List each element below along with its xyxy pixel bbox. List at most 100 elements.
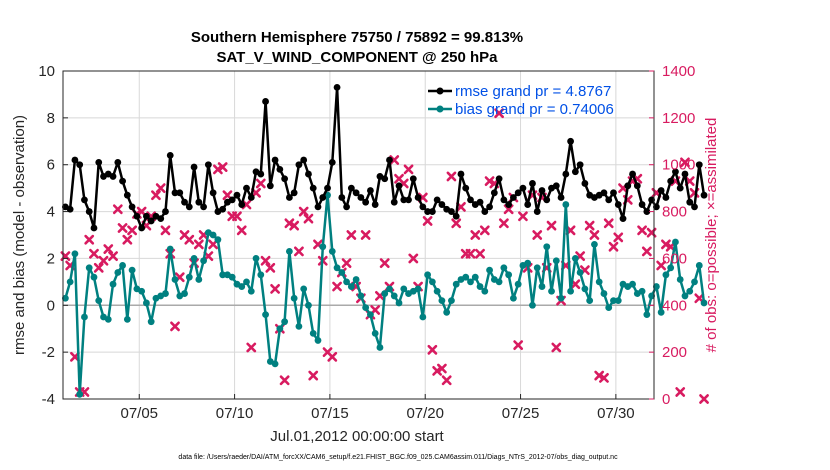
x-tick-label: 07/25 bbox=[502, 405, 540, 422]
bias-point bbox=[643, 311, 651, 319]
bias-point bbox=[600, 290, 608, 297]
bias-point bbox=[109, 280, 117, 288]
bias-point bbox=[638, 287, 646, 295]
bias-point bbox=[438, 297, 446, 304]
bias-point bbox=[90, 273, 98, 281]
bias-point bbox=[119, 262, 126, 269]
rmse-point bbox=[76, 161, 84, 169]
bias-point bbox=[300, 285, 308, 293]
y-left-tick-label: 10 bbox=[38, 63, 55, 80]
obs-point bbox=[260, 255, 271, 266]
x-axis-label: Jul.01,2012 00:00:00 start bbox=[270, 428, 444, 445]
bias-point bbox=[443, 308, 451, 316]
bias-point bbox=[76, 390, 84, 398]
obs-point bbox=[160, 225, 171, 236]
rmse-point bbox=[486, 203, 493, 211]
bias-point bbox=[691, 278, 698, 286]
rmse-point bbox=[143, 212, 150, 220]
y-right-tick-label: 200 bbox=[662, 344, 687, 361]
bias-point bbox=[252, 255, 260, 262]
bias-point bbox=[166, 245, 174, 253]
rmse-point bbox=[362, 198, 370, 206]
obs-point bbox=[360, 230, 371, 240]
obs-point bbox=[279, 375, 290, 386]
obs-point bbox=[298, 206, 309, 217]
obs-point bbox=[446, 171, 457, 182]
rmse-point bbox=[381, 175, 389, 183]
rmse-point bbox=[400, 196, 408, 204]
rmse-point bbox=[195, 198, 203, 206]
y-left-tick-label: -4 bbox=[42, 391, 55, 408]
bias-point bbox=[376, 344, 384, 351]
bias-point bbox=[676, 276, 684, 283]
bias-point bbox=[595, 278, 603, 286]
rmse-point bbox=[500, 196, 508, 204]
bias-point bbox=[381, 290, 389, 297]
obs-point bbox=[637, 225, 647, 236]
bias-point bbox=[123, 315, 131, 323]
rmse-point bbox=[324, 184, 331, 192]
bias-point bbox=[238, 283, 246, 290]
x-tick-label: 07/15 bbox=[311, 405, 349, 422]
obs-point bbox=[437, 363, 447, 374]
obs-point bbox=[699, 394, 709, 404]
obs-point bbox=[599, 373, 609, 383]
bias-point bbox=[648, 292, 656, 300]
y-left-tick-label: 2 bbox=[47, 250, 55, 267]
bias-point bbox=[138, 287, 146, 295]
rmse-point bbox=[119, 177, 126, 185]
rmse-point bbox=[409, 175, 417, 183]
obs-point bbox=[284, 218, 295, 229]
bias-point bbox=[562, 201, 570, 208]
rmse-point bbox=[529, 180, 536, 187]
obs-point bbox=[475, 248, 485, 259]
rmse-point bbox=[162, 208, 169, 215]
obs-point bbox=[127, 225, 138, 236]
rmse-point bbox=[428, 208, 436, 215]
bias-point bbox=[276, 325, 284, 333]
rmse-point bbox=[243, 184, 250, 192]
bias-point bbox=[552, 257, 560, 265]
obs-point bbox=[584, 220, 595, 231]
y-left-tick-label: -2 bbox=[42, 344, 55, 361]
rmse-point bbox=[448, 208, 455, 215]
rmse-point bbox=[176, 189, 184, 197]
bias-point bbox=[467, 278, 474, 286]
bias-point bbox=[371, 330, 379, 337]
bias-point bbox=[290, 294, 298, 302]
obs-point bbox=[589, 230, 600, 240]
rmse-point bbox=[576, 161, 584, 169]
obs-point bbox=[89, 248, 99, 259]
bias-point bbox=[476, 283, 484, 290]
rmse-point bbox=[300, 156, 308, 164]
bias-point bbox=[281, 318, 289, 326]
bias-point bbox=[343, 278, 350, 286]
y-left-tick-label: 8 bbox=[47, 110, 55, 127]
rmse-point bbox=[433, 196, 441, 204]
bias-point bbox=[95, 297, 103, 304]
rmse-point bbox=[657, 187, 665, 194]
bias-point bbox=[81, 313, 88, 321]
obs-point bbox=[108, 251, 118, 261]
rmse-point bbox=[519, 184, 527, 192]
rmse-point bbox=[81, 196, 88, 204]
rmse-point bbox=[467, 196, 474, 204]
bias-point bbox=[486, 266, 493, 274]
bias-point bbox=[347, 283, 355, 290]
rmse-point bbox=[71, 156, 79, 164]
obs-point bbox=[403, 164, 414, 175]
obs-point bbox=[498, 218, 509, 229]
rmse-point bbox=[462, 184, 470, 192]
obs-point bbox=[656, 260, 667, 271]
bias-point bbox=[662, 271, 670, 279]
rmse-point bbox=[352, 189, 360, 197]
bias-point bbox=[114, 269, 122, 276]
rmse-point bbox=[629, 170, 636, 178]
rmse-point bbox=[257, 170, 265, 178]
rmse-point bbox=[328, 158, 336, 166]
rmse-point bbox=[676, 184, 684, 192]
rmse-point bbox=[438, 201, 446, 208]
x-tick-label: 07/05 bbox=[120, 405, 158, 422]
rmse-point bbox=[209, 189, 217, 197]
legend-rmse-label: rmse grand pr = 4.8767 bbox=[455, 83, 611, 100]
